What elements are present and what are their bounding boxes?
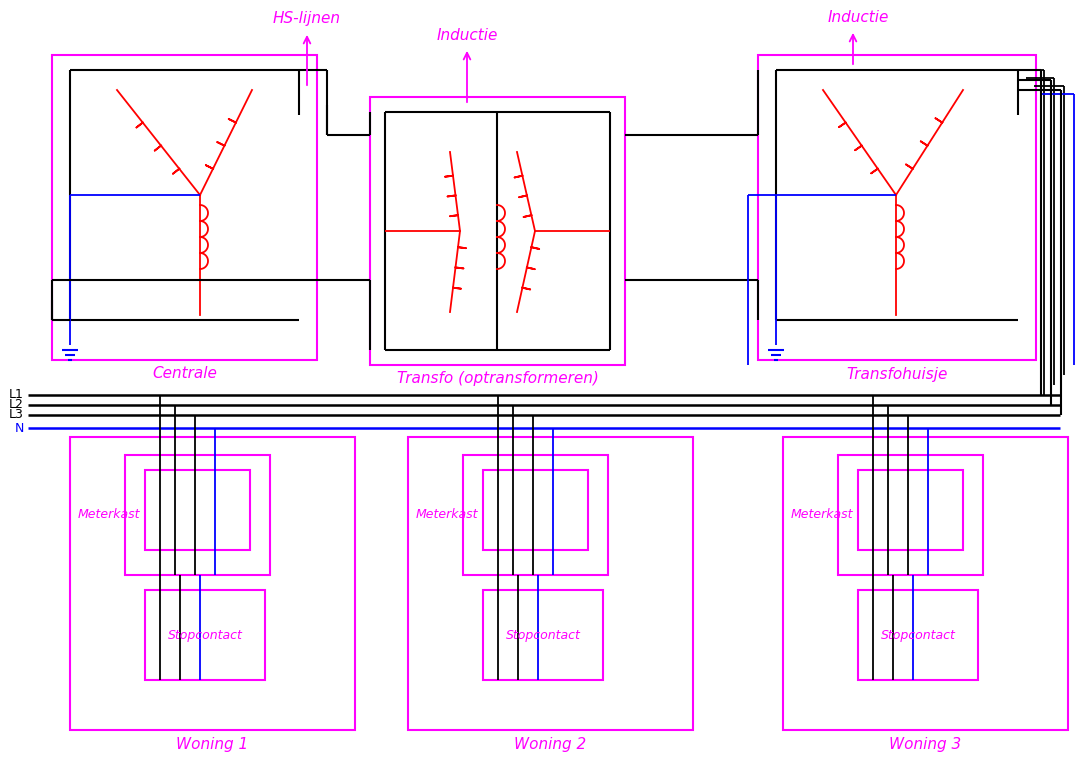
Bar bbox=[52, 55, 317, 360]
Bar bbox=[145, 590, 265, 680]
Text: Stopcontact: Stopcontact bbox=[505, 628, 581, 641]
Text: Stopcontact: Stopcontact bbox=[168, 628, 242, 641]
Text: L2: L2 bbox=[9, 398, 24, 411]
Bar bbox=[858, 590, 978, 680]
Bar bbox=[783, 437, 1068, 730]
Bar bbox=[463, 455, 609, 575]
Text: Centrale: Centrale bbox=[152, 367, 216, 382]
Text: Inductie: Inductie bbox=[436, 27, 498, 43]
Text: Stopcontact: Stopcontact bbox=[881, 628, 955, 641]
Text: HS-lijnen: HS-lijnen bbox=[272, 11, 341, 26]
Text: Transfo (optransformeren): Transfo (optransformeren) bbox=[396, 371, 599, 386]
Text: Meterkast: Meterkast bbox=[78, 509, 140, 521]
Text: Transfohuisje: Transfohuisje bbox=[847, 367, 948, 382]
Text: Woning 2: Woning 2 bbox=[515, 736, 587, 751]
Bar bbox=[408, 437, 693, 730]
Bar bbox=[758, 55, 1036, 360]
Text: Meterkast: Meterkast bbox=[791, 509, 853, 521]
Text: N: N bbox=[15, 421, 24, 434]
Bar bbox=[858, 470, 963, 550]
Bar bbox=[70, 437, 355, 730]
Bar bbox=[838, 455, 983, 575]
Text: L3: L3 bbox=[9, 408, 24, 421]
Bar bbox=[482, 590, 603, 680]
Text: Woning 3: Woning 3 bbox=[890, 736, 962, 751]
Text: L1: L1 bbox=[9, 389, 24, 402]
Bar bbox=[145, 470, 250, 550]
Text: Woning 1: Woning 1 bbox=[177, 736, 249, 751]
Bar bbox=[482, 470, 588, 550]
Text: Meterkast: Meterkast bbox=[416, 509, 478, 521]
Bar bbox=[370, 97, 625, 365]
Bar bbox=[125, 455, 270, 575]
Text: Inductie: Inductie bbox=[827, 10, 889, 24]
